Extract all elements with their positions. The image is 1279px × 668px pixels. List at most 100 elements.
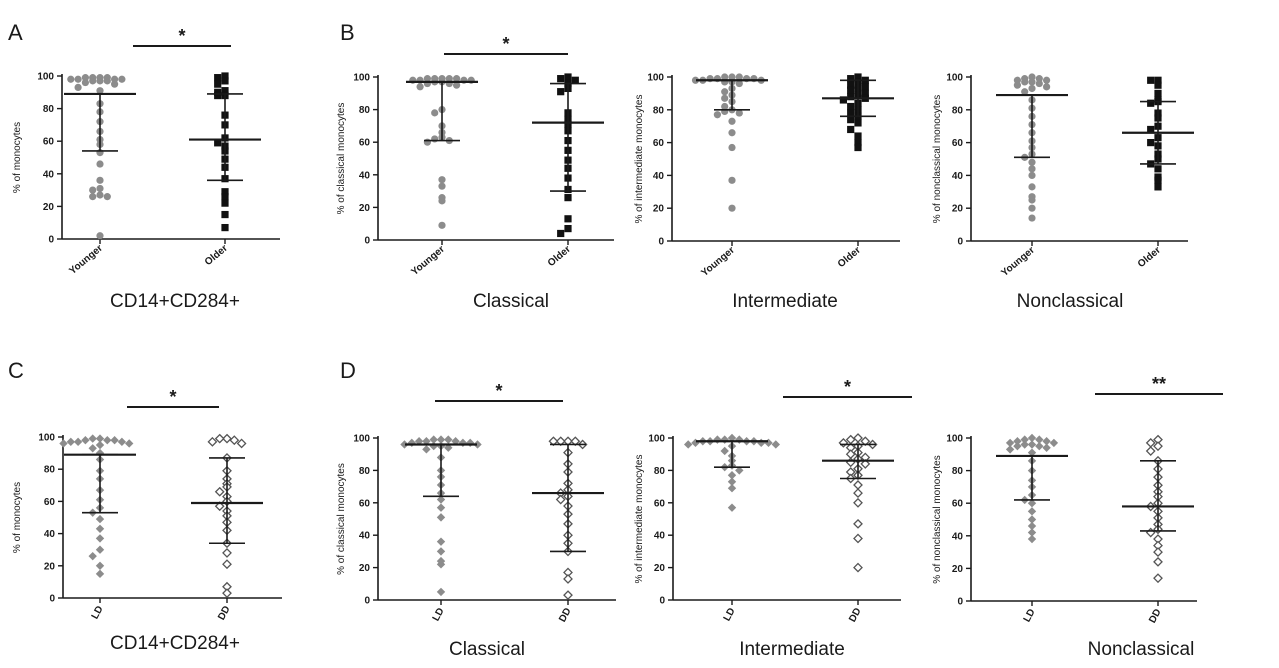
- data-point: [222, 588, 232, 599]
- y-tick-label: 80: [952, 466, 964, 477]
- significance-stars: **: [1152, 374, 1166, 394]
- data-point: [400, 440, 409, 449]
- y-tick-label: 20: [44, 561, 56, 572]
- data-point: [407, 438, 416, 448]
- data-point: [95, 434, 105, 443]
- data-point: [564, 224, 572, 233]
- data-point: [684, 440, 693, 449]
- data-point: [118, 75, 126, 83]
- data-point: [854, 139, 862, 147]
- chart-title: Intermediate: [739, 639, 845, 660]
- series-younger: [996, 73, 1068, 222]
- x-tick-label: Younger: [699, 245, 737, 279]
- data-point: [1147, 139, 1155, 147]
- y-tick-label: 20: [653, 204, 665, 215]
- data-point: [222, 548, 232, 558]
- y-tick-label: 100: [648, 434, 665, 445]
- data-point: [438, 176, 446, 184]
- data-point: [222, 559, 232, 570]
- x-tick-label: DD: [847, 606, 863, 624]
- data-point: [735, 109, 743, 117]
- data-point: [73, 437, 83, 447]
- data-point: [771, 440, 780, 449]
- data-point: [764, 438, 773, 448]
- y-tick-label: 20: [952, 204, 964, 215]
- x-tick-label: DD: [216, 604, 232, 622]
- data-point: [564, 73, 572, 81]
- data-point: [236, 438, 247, 449]
- series-ld: [996, 433, 1068, 544]
- y-tick-label: 20: [654, 563, 666, 574]
- chart-title: Classical: [449, 639, 525, 660]
- data-point: [1021, 78, 1029, 86]
- data-point: [95, 561, 105, 570]
- series-younger: [64, 74, 136, 240]
- data-point: [847, 102, 855, 111]
- y-tick-label: 80: [359, 466, 371, 477]
- panel-label-a: A: [8, 20, 23, 45]
- data-point: [1013, 437, 1022, 446]
- data-point: [103, 436, 112, 445]
- y-tick-label: 60: [359, 138, 371, 149]
- data-point: [1035, 79, 1043, 88]
- data-point: [1145, 446, 1156, 456]
- y-tick-label: 80: [43, 104, 55, 115]
- data-point: [1153, 556, 1163, 567]
- data-point: [96, 176, 104, 184]
- data-point: [453, 81, 461, 89]
- data-point: [436, 495, 446, 504]
- data-point: [847, 116, 855, 124]
- data-point: [1042, 443, 1051, 452]
- y-tick-label: 100: [647, 73, 664, 84]
- data-point: [88, 444, 97, 453]
- data-point: [89, 77, 97, 85]
- series-dd: [822, 433, 894, 573]
- data-point: [1147, 99, 1155, 107]
- data-point: [728, 117, 736, 125]
- chart-title: Nonclassical: [1017, 291, 1124, 312]
- chart-8: 0 20 40 60 80 100 LD DD % of nonclassical monocy…: [932, 374, 1223, 660]
- data-point: [721, 94, 729, 102]
- series-ld: [59, 434, 136, 579]
- data-point: [473, 440, 482, 449]
- y-tick-label: 40: [44, 529, 56, 540]
- data-point: [229, 435, 240, 446]
- data-point: [1005, 438, 1015, 448]
- data-point: [1020, 440, 1029, 449]
- chart-7: 0 20 40 60 80 100 LD DD % of intermediate monocy…: [634, 377, 912, 660]
- data-point: [444, 443, 453, 452]
- significance-stars: *: [178, 26, 185, 46]
- data-point: [853, 433, 863, 443]
- series-younger: [406, 75, 478, 229]
- data-point: [438, 182, 446, 190]
- data-point: [214, 501, 225, 512]
- data-point: [74, 83, 82, 92]
- data-point: [1013, 81, 1022, 89]
- y-tick-label: 100: [353, 434, 370, 445]
- data-point: [436, 587, 446, 597]
- data-point: [563, 574, 573, 584]
- data-point: [221, 223, 229, 232]
- y-tick-label: 0: [48, 235, 54, 246]
- data-point: [96, 77, 104, 85]
- data-point: [1021, 88, 1029, 96]
- data-point: [414, 437, 424, 446]
- data-point: [1013, 441, 1022, 451]
- x-tick-label: Older: [203, 243, 230, 268]
- y-tick-label: 60: [44, 497, 56, 508]
- data-point: [436, 503, 446, 512]
- y-tick-label: 40: [359, 170, 371, 181]
- data-point: [1020, 435, 1029, 444]
- y-tick-label: 20: [952, 564, 964, 575]
- data-point: [221, 210, 229, 219]
- data-point: [728, 143, 736, 152]
- data-point: [1154, 165, 1162, 173]
- series-older: [822, 73, 894, 152]
- series-older: [189, 72, 261, 232]
- data-point: [1027, 528, 1037, 537]
- data-point: [838, 437, 849, 448]
- panel-label-c: C: [8, 358, 24, 383]
- data-point: [727, 433, 737, 443]
- data-point: [88, 434, 97, 443]
- x-tick-label: LD: [722, 606, 738, 623]
